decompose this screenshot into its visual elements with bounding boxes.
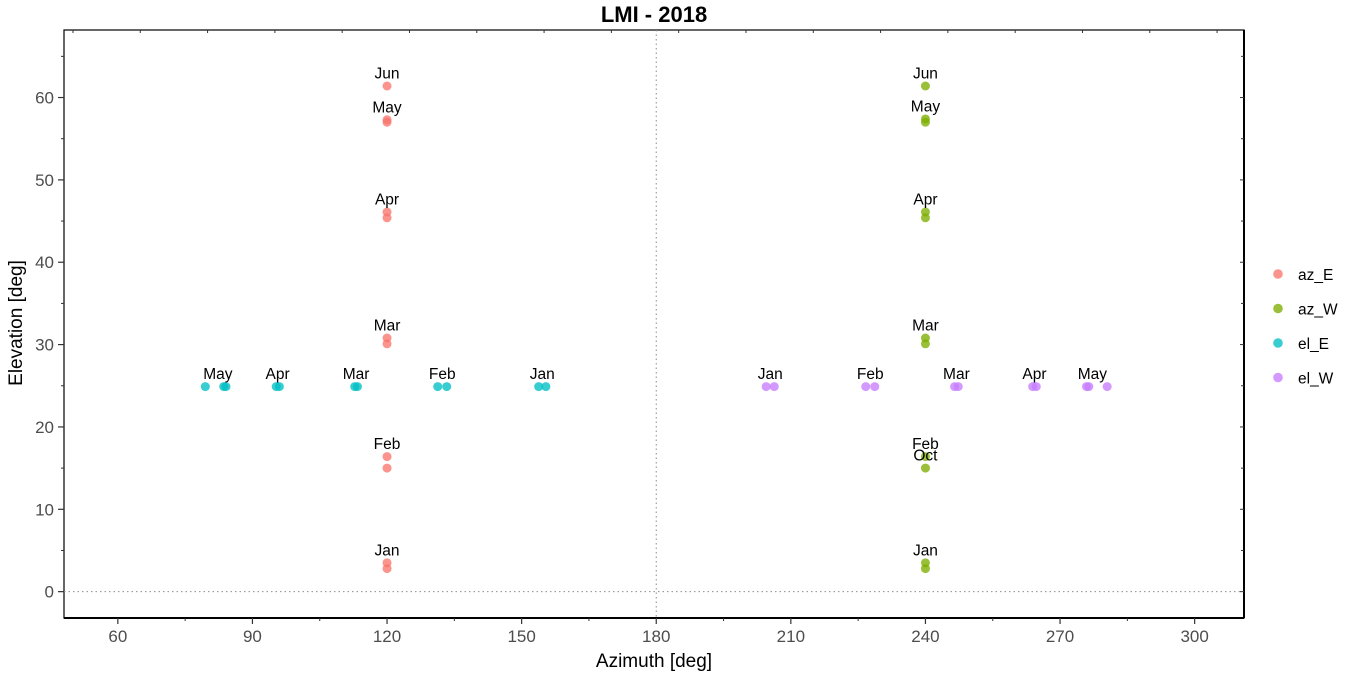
data-point-el_W: [761, 382, 771, 392]
data-point-el_W: [1102, 382, 1112, 392]
data-point-el_E: [200, 382, 210, 392]
data-point-az_W: [920, 463, 930, 473]
point-label: Jan: [913, 542, 938, 559]
data-point-az_W: [920, 81, 930, 91]
data-point-az_W: [920, 333, 930, 343]
data-point-el_W: [1031, 382, 1041, 392]
data-point-el_W: [861, 382, 871, 392]
point-label: May: [203, 366, 233, 383]
data-point-az_E: [382, 463, 392, 473]
legend-key-az_W: [1273, 303, 1283, 314]
data-point-el_E: [541, 382, 551, 392]
point-label: Feb: [857, 366, 884, 383]
x-tick-label: 60: [108, 627, 127, 646]
y-axis: 0 10 20 30 40 50 60: [35, 55, 1244, 602]
legend-key-az_E: [1273, 269, 1283, 279]
y-tick-label: 30: [35, 336, 54, 355]
x-tick-label: 120: [373, 627, 401, 646]
data-point-az_E: [382, 452, 392, 462]
data-point-az_E: [382, 333, 392, 343]
data-point-el_E: [352, 382, 362, 392]
point-labels: JanFebMarAprMayJunJanFebOctMarAprMayJunM…: [203, 66, 1107, 560]
point-label: Jan: [375, 542, 400, 559]
data-point-el_E: [534, 382, 544, 392]
data-point-el_E: [433, 382, 443, 392]
data-point-el_W: [769, 382, 779, 392]
x-tick-label: 300: [1180, 627, 1208, 646]
data-point-az_E: [382, 207, 392, 217]
point-label: Apr: [913, 192, 937, 209]
point-label: Mar: [912, 318, 939, 335]
point-label: Mar: [343, 366, 370, 383]
point-label: May: [1078, 366, 1108, 383]
point-label: May: [372, 99, 402, 116]
point-label: Oct: [913, 448, 938, 465]
data-point-az_E: [382, 81, 392, 91]
point-label: Apr: [266, 366, 290, 383]
point-label: Feb: [429, 366, 456, 383]
legend-label-az_E: az_E: [1298, 267, 1333, 284]
x-tick-label: 180: [642, 627, 670, 646]
data-points: [200, 81, 1112, 574]
x-tick-label: 240: [911, 627, 939, 646]
point-label: Mar: [374, 318, 401, 335]
data-point-az_W: [920, 207, 930, 217]
data-point-el_E: [442, 382, 452, 392]
data-point-el_W: [870, 382, 880, 392]
x-tick-label: 150: [507, 627, 535, 646]
x-axis: 60 90 120 150 180 210 240 270 300: [72, 30, 1218, 646]
point-label: May: [911, 99, 941, 116]
y-tick-label: 0: [45, 583, 54, 602]
data-point-az_W: [920, 452, 930, 462]
data-point-el_E: [221, 382, 231, 392]
legend: az_E az_W el_E el_W: [1273, 267, 1338, 388]
reference-lines: [64, 30, 1244, 618]
x-axis-title: Azimuth [deg]: [596, 651, 712, 672]
data-point-az_E: [382, 115, 392, 125]
x-tick-label: 270: [1046, 627, 1074, 646]
point-label: Jan: [530, 366, 555, 383]
y-tick-label: 10: [35, 500, 54, 519]
plot-panel: [63, 29, 1245, 619]
data-point-az_W: [920, 114, 930, 124]
point-label: Jun: [913, 66, 938, 83]
legend-key-el_W: [1273, 372, 1283, 383]
legend-key-el_E: [1273, 338, 1283, 348]
y-tick-label: 40: [35, 253, 54, 272]
x-tick-label: 90: [243, 627, 262, 646]
y-tick-label: 20: [35, 418, 54, 437]
plot-border: [63, 29, 1245, 619]
point-label: Feb: [912, 436, 939, 453]
data-point-el_E: [274, 382, 284, 392]
x-tick-label: 210: [777, 627, 805, 646]
data-point-el_W: [953, 382, 963, 392]
point-label: Mar: [943, 366, 970, 383]
point-label: Feb: [374, 436, 401, 453]
legend-label-az_W: az_W: [1298, 302, 1338, 319]
data-point-az_E: [382, 558, 392, 568]
y-tick-label: 50: [35, 171, 54, 190]
data-point-az_W: [920, 558, 930, 568]
point-label: Jan: [758, 366, 783, 383]
data-point-el_W: [1084, 382, 1094, 392]
point-label: Apr: [375, 192, 399, 209]
y-tick-label: 60: [35, 89, 54, 108]
legend-label-el_W: el_W: [1298, 371, 1334, 388]
point-label: Apr: [1022, 366, 1046, 383]
legend-label-el_E: el_E: [1298, 336, 1329, 353]
chart-title: LMI - 2018: [601, 2, 707, 27]
y-axis-title: Elevation [deg]: [6, 260, 27, 386]
point-label: Jun: [375, 66, 400, 83]
